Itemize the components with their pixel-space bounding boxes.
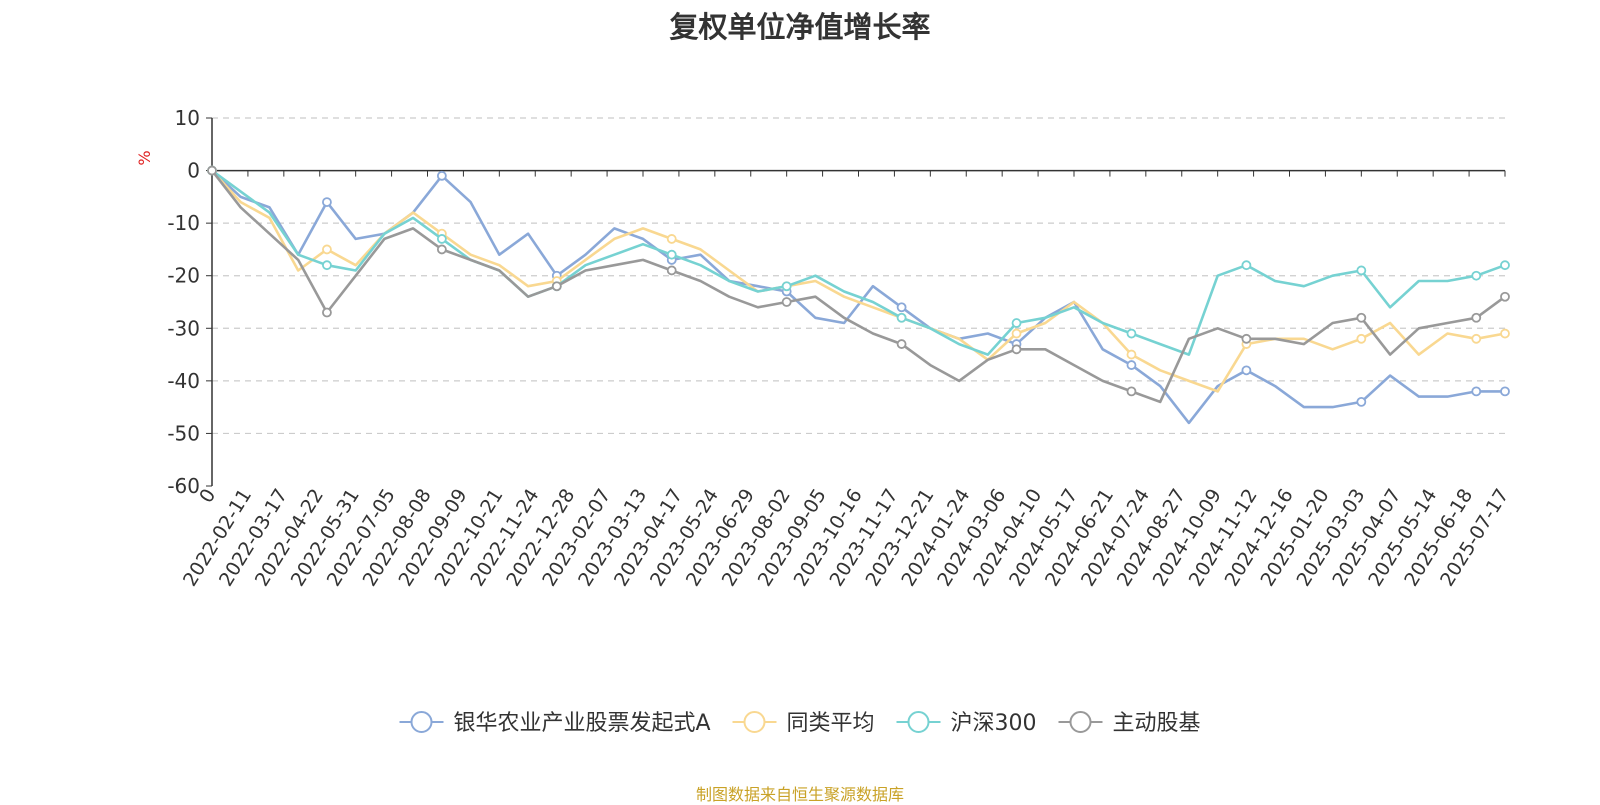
data-point bbox=[666, 265, 677, 276]
data-point bbox=[1241, 260, 1252, 271]
grid-layer bbox=[212, 117, 1505, 435]
series-line bbox=[211, 169, 1506, 356]
legend-marker-icon bbox=[743, 711, 766, 733]
legend-item[interactable]: 沪深300 bbox=[896, 711, 1037, 736]
data-point bbox=[436, 244, 447, 255]
legend-marker-icon bbox=[907, 711, 930, 733]
data-point bbox=[781, 297, 792, 307]
data-point bbox=[1500, 291, 1510, 302]
legend-item[interactable]: 银华农业产业股票发起式A bbox=[399, 711, 711, 736]
data-point bbox=[1126, 386, 1137, 397]
series-layer bbox=[207, 165, 1510, 425]
data-point bbox=[1356, 265, 1367, 276]
axis-layer: 100-10-20-30-40-50-60%02022-02-112022-03… bbox=[135, 106, 1513, 590]
data-point bbox=[781, 281, 792, 292]
data-point bbox=[322, 307, 332, 318]
legend-label: 同类平均 bbox=[787, 711, 875, 736]
data-point bbox=[1011, 344, 1022, 355]
data-point bbox=[1241, 365, 1252, 376]
data-point bbox=[1471, 333, 1482, 344]
data-point bbox=[322, 260, 332, 271]
data-point bbox=[322, 197, 332, 208]
y-axis-unit: % bbox=[135, 150, 154, 165]
data-point bbox=[1356, 396, 1367, 407]
data-point bbox=[551, 281, 562, 292]
legend-label: 沪深300 bbox=[951, 711, 1037, 736]
legend: 银华农业产业股票发起式A 同类平均 沪深300 主动股基 bbox=[399, 711, 1201, 736]
series-line bbox=[211, 169, 1505, 425]
legend-label: 银华农业产业股票发起式A bbox=[454, 711, 711, 736]
data-point bbox=[666, 249, 677, 260]
series-line bbox=[210, 169, 1506, 404]
data-point bbox=[1500, 328, 1510, 339]
data-point bbox=[896, 312, 907, 323]
data-point bbox=[1471, 270, 1482, 281]
legend-item[interactable]: 同类平均 bbox=[732, 711, 875, 736]
chart-title: 复权单位净值增长率 bbox=[669, 10, 931, 44]
data-point bbox=[1126, 360, 1137, 370]
y-tick-label: 10 bbox=[175, 106, 200, 130]
data-point bbox=[666, 234, 677, 244]
data-point bbox=[1500, 386, 1510, 397]
y-tick-label: -20 bbox=[167, 264, 200, 288]
series-line bbox=[211, 169, 1506, 393]
y-tick-label: -60 bbox=[167, 474, 200, 498]
data-point bbox=[896, 339, 907, 349]
data-point bbox=[436, 234, 447, 244]
data-point bbox=[322, 244, 332, 255]
source-note: 制图数据来自恒生聚源数据库 bbox=[695, 785, 904, 804]
x-tick-label: 0 bbox=[195, 485, 220, 507]
legend-item[interactable]: 主动股基 bbox=[1058, 711, 1201, 736]
y-tick-label: -50 bbox=[167, 421, 200, 445]
data-point bbox=[1356, 312, 1367, 323]
data-point bbox=[1471, 386, 1482, 397]
y-tick-label: -30 bbox=[167, 316, 200, 340]
data-point bbox=[1356, 333, 1367, 344]
data-point bbox=[1126, 328, 1137, 339]
data-point bbox=[207, 165, 217, 176]
data-point bbox=[1471, 312, 1482, 323]
y-tick-label: -40 bbox=[167, 369, 200, 393]
legend-label: 主动股基 bbox=[1113, 711, 1201, 736]
data-point bbox=[1241, 333, 1252, 344]
data-point bbox=[436, 170, 447, 181]
legend-marker-icon bbox=[1069, 711, 1092, 733]
data-point bbox=[1011, 318, 1022, 328]
data-point bbox=[1126, 349, 1137, 360]
y-tick-label: 0 bbox=[187, 159, 200, 183]
data-point bbox=[896, 302, 907, 313]
data-point bbox=[1011, 328, 1022, 339]
y-tick-label: -10 bbox=[167, 211, 200, 235]
legend-marker-icon bbox=[410, 711, 433, 733]
data-point bbox=[1500, 260, 1510, 271]
